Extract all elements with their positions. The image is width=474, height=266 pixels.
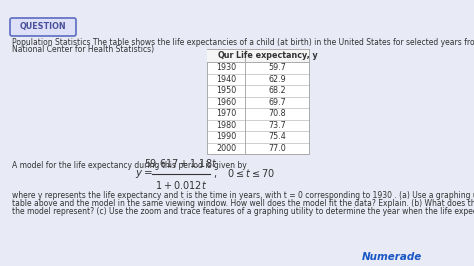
Text: 2000: 2000: [216, 144, 236, 153]
Text: $1 + 0.012t$: $1 + 0.012t$: [155, 179, 207, 191]
Text: A model for the life expectancy during this period is given by: A model for the life expectancy during t…: [12, 161, 247, 170]
Text: Qur: Qur: [218, 51, 234, 60]
Text: Population Statistics The table shows the life expectancies of a child (at birth: Population Statistics The table shows th…: [12, 38, 474, 47]
Text: 1960: 1960: [216, 98, 236, 107]
Text: table above and the model in the same viewing window. How well does the model fi: table above and the model in the same vi…: [12, 199, 474, 208]
Text: 62.9: 62.9: [268, 75, 286, 84]
Text: 1970: 1970: [216, 109, 236, 118]
Text: $59.617 + 1.18t$: $59.617 + 1.18t$: [144, 157, 218, 169]
FancyBboxPatch shape: [10, 18, 76, 36]
Text: the model represent? (c) Use the zoom and trace features of a graphing utility t: the model represent? (c) Use the zoom an…: [12, 207, 474, 216]
Text: National Center for Health Statistics): National Center for Health Statistics): [12, 45, 154, 54]
Text: 69.7: 69.7: [268, 98, 286, 107]
Text: 1980: 1980: [216, 121, 236, 130]
Text: where y represents the life expectancy and t is the time in years, with t = 0 co: where y represents the life expectancy a…: [12, 191, 474, 200]
Text: QUESTION: QUESTION: [20, 23, 66, 31]
Text: 70.8: 70.8: [268, 109, 286, 118]
Text: 59.7: 59.7: [268, 63, 286, 72]
Text: 1950: 1950: [216, 86, 236, 95]
Text: $,  \quad 0 \leq t \leq 70$: $, \quad 0 \leq t \leq 70$: [213, 168, 275, 181]
Text: Numerade: Numerade: [362, 252, 422, 262]
Text: 73.7: 73.7: [268, 121, 286, 130]
Text: $y=$: $y=$: [135, 168, 153, 180]
Text: Life expectancy, y: Life expectancy, y: [236, 51, 318, 60]
FancyBboxPatch shape: [207, 49, 309, 62]
Text: 77.0: 77.0: [268, 144, 286, 153]
Text: 68.2: 68.2: [268, 86, 286, 95]
FancyBboxPatch shape: [207, 49, 309, 154]
Text: 1940: 1940: [216, 75, 236, 84]
Text: 1930: 1930: [216, 63, 236, 72]
Text: 75.4: 75.4: [268, 132, 286, 141]
Text: 1990: 1990: [216, 132, 236, 141]
